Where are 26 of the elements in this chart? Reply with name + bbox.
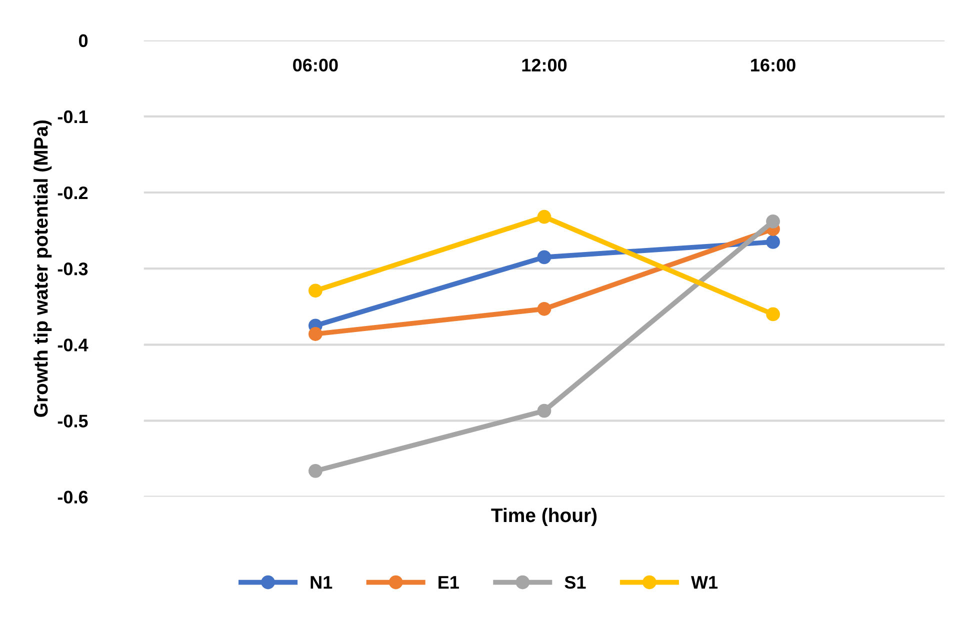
legend-label: W1 <box>690 576 718 589</box>
y-tick-label: -0.1 <box>58 110 88 124</box>
point <box>537 302 552 316</box>
point <box>766 307 780 322</box>
point <box>308 327 322 341</box>
y-tick-label: -0.2 <box>58 186 88 200</box>
point <box>308 464 322 478</box>
y-tick-label: -0.4 <box>58 338 88 352</box>
y-tick-label: -0.6 <box>58 490 88 504</box>
x-axis-title: Time (hour) <box>491 508 597 526</box>
legend-label: N1 <box>310 576 332 589</box>
point <box>537 250 552 264</box>
point <box>308 284 322 298</box>
y-tick-label: -0.5 <box>58 414 88 428</box>
y-axis-title: Growth tip water potential (MPa) <box>34 120 52 417</box>
point <box>537 404 552 418</box>
x-tick-label: 06:00 <box>293 58 338 72</box>
y-tick-label: 0 <box>78 34 88 48</box>
legend-label: E1 <box>438 576 459 589</box>
y-tick-label: -0.3 <box>58 262 88 276</box>
point <box>537 210 552 224</box>
point <box>766 214 780 228</box>
x-tick-label: 16:00 <box>751 58 796 72</box>
point <box>766 235 780 249</box>
legend-label: S1 <box>564 576 586 589</box>
x-tick-label: 12:00 <box>522 58 567 72</box>
